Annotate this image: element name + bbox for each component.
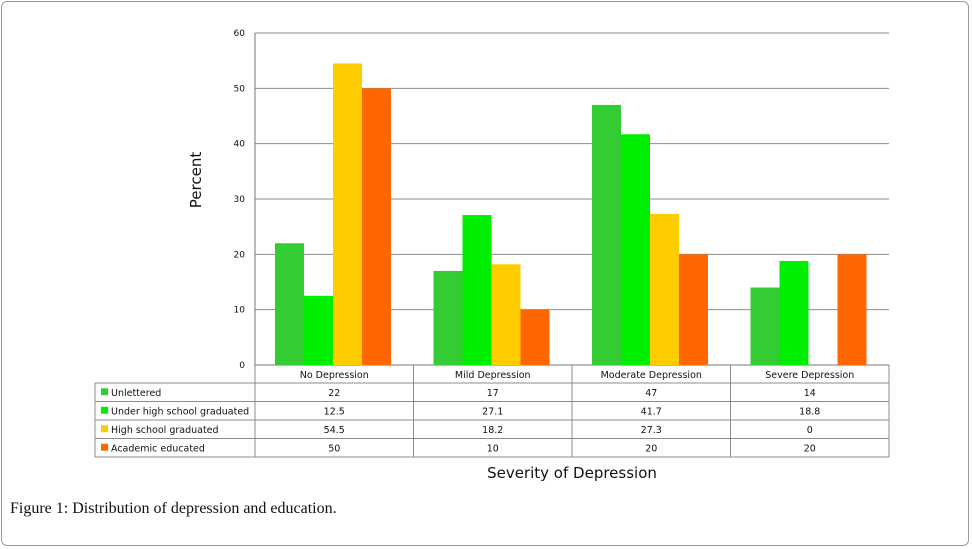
caption-text: Distribution of depression and education… (72, 500, 337, 517)
category-label: Moderate Depression (601, 370, 702, 381)
y-tick-label: 50 (234, 84, 246, 94)
legend-label: Under high school graduated (111, 406, 249, 417)
bar (679, 254, 708, 365)
legend-label: Academic educated (111, 443, 205, 454)
bar (275, 243, 304, 365)
bar (650, 213, 679, 365)
y-tick-label: 0 (239, 361, 245, 371)
legend-key (101, 406, 108, 414)
bar (750, 287, 780, 365)
data-label: 18.8 (799, 406, 820, 417)
legend-key (101, 388, 108, 396)
data-label: 27.1 (482, 406, 503, 417)
legend-key (101, 443, 108, 451)
data-label: 14 (804, 388, 816, 399)
data-label: 47 (645, 388, 657, 399)
data-label: 17 (487, 388, 499, 399)
y-tick-label: 40 (234, 140, 246, 150)
data-label: 41.7 (641, 406, 662, 417)
data-label: 22 (328, 388, 340, 399)
bar (621, 134, 650, 365)
bar (837, 254, 867, 365)
data-label: 18.2 (482, 425, 503, 436)
bar (462, 215, 492, 365)
data-table: No Depression Mild Depression Moderate Dep… (94, 365, 890, 458)
legend-key (101, 425, 108, 433)
y-tick-label: 60 (234, 29, 246, 39)
y-tick-label: 30 (234, 195, 246, 205)
category-label: No Depression (300, 370, 369, 381)
y-tick-labels: 0 10 20 30 40 50 60 (234, 29, 246, 371)
bar (433, 270, 463, 365)
data-label: 27.3 (641, 425, 662, 436)
data-label: 20 (804, 443, 816, 454)
category-label: Mild Depression (455, 370, 531, 381)
bar (520, 309, 550, 365)
bar-layer (275, 63, 867, 365)
bar (362, 88, 391, 365)
bar (779, 260, 809, 365)
depression-education-chart: 0 10 20 30 40 50 60 No Depression Mild Depressi… (94, 29, 890, 482)
data-label: 0 (807, 425, 813, 436)
bar (592, 104, 621, 365)
y-axis-label: Percent (187, 152, 205, 209)
bar (491, 264, 521, 365)
data-label: 10 (487, 443, 499, 454)
y-tick-label: 20 (234, 250, 246, 260)
data-label: 50 (328, 443, 340, 454)
caption-label: Figure 1: (10, 500, 69, 517)
category-label: Severe Depression (765, 370, 854, 381)
legend-label: Unlettered (111, 388, 161, 399)
bar (333, 63, 362, 365)
legend-label: High school graduated (111, 425, 219, 436)
data-label: 54.5 (324, 425, 345, 436)
bar (304, 295, 333, 365)
figure-caption: Figure 1: Distribution of depression and… (10, 500, 337, 518)
y-tick-label: 10 (234, 306, 246, 316)
x-axis-label: Severity of Depression (487, 464, 657, 482)
data-label: 12.5 (324, 406, 345, 417)
data-label: 20 (645, 443, 657, 454)
